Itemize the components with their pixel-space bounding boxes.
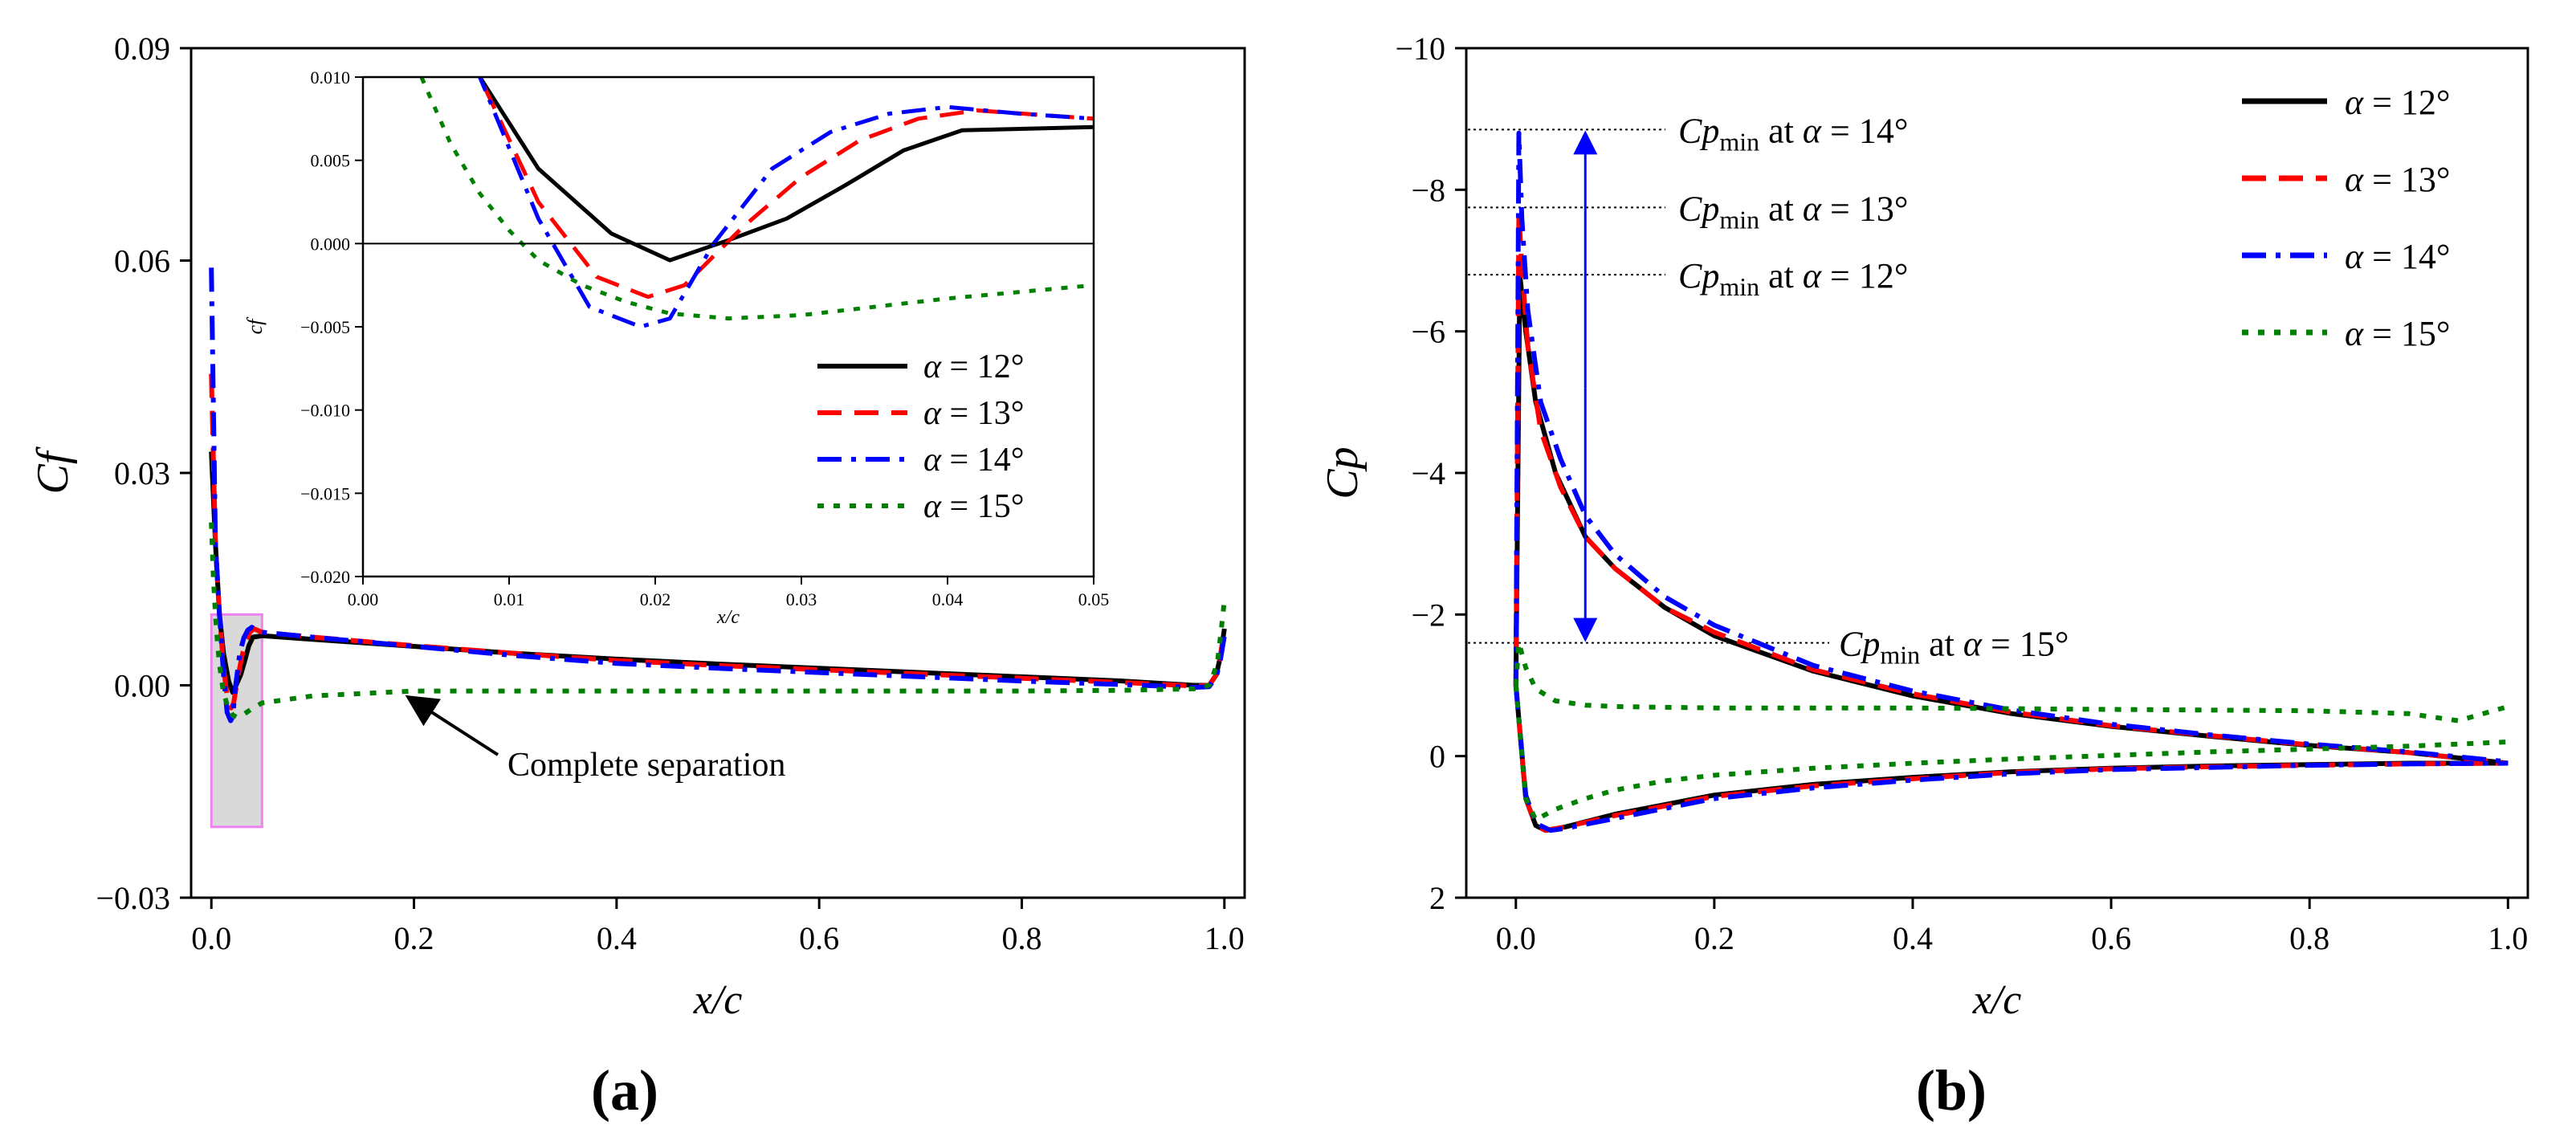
- cpmin-annotation: Cpmin at α = 15°: [1839, 625, 2069, 670]
- cpmin-annotation: Cpmin at α = 14°: [1678, 111, 1908, 156]
- x-tick-label: 0.6: [799, 920, 839, 956]
- cpmin-annotation: Cpmin at α = 12°: [1678, 256, 1908, 301]
- x-tick-label-b: 1.0: [2488, 920, 2528, 956]
- legend-label: α = 15°: [2345, 314, 2451, 353]
- inset-x-tick-label: 0.05: [1078, 589, 1110, 609]
- x-axis-label-b: x/c: [1972, 977, 2022, 1023]
- inset-y-tick-label: −0.010: [300, 401, 350, 421]
- y-tick-label-b: −8: [1411, 172, 1445, 208]
- x-tick-label: 0.2: [394, 920, 434, 956]
- cp-upper-14: [1513, 130, 2509, 764]
- panel-b: Cpmin at α = 14° Cpmin at α = 13° Cpmin at…: [1318, 31, 2529, 1023]
- inset-x-tick-label: 0.00: [348, 589, 379, 609]
- x-tick-label-b: 0.2: [1694, 920, 1734, 956]
- inset-y-tick-label: 0.000: [311, 234, 351, 254]
- x-tick-label: 0.4: [597, 920, 637, 956]
- inset-bg: [363, 77, 1094, 577]
- inset-x-axis-label: x/c: [716, 607, 740, 628]
- x-tick-label-b: 0.6: [2091, 920, 2131, 956]
- legend-label: α = 14°: [923, 442, 1025, 479]
- inset-y-tick-label: 0.010: [311, 67, 351, 88]
- inset-series-line-15: [419, 77, 1094, 321]
- inset-series-line-13: [477, 77, 1094, 299]
- inset-y-tick-label: −0.015: [300, 483, 350, 503]
- inset-x-tick-label: 0.01: [494, 589, 525, 609]
- inset-series-group: [419, 77, 1094, 329]
- inset-y-tick-label: −0.020: [300, 567, 350, 587]
- x-tick-label-b: 0.8: [2289, 920, 2329, 956]
- cp-lower-14: [1513, 685, 2509, 833]
- x-tick-label: 1.0: [1204, 920, 1245, 956]
- inset-x-tick-label: 0.03: [786, 589, 817, 609]
- cp-upper-15: [1513, 640, 2509, 723]
- y-axis-label: Cf: [28, 446, 78, 494]
- inset-x-tick-label: 0.02: [640, 589, 671, 609]
- inset-series-line-12: [477, 77, 1094, 263]
- legend-label: α = 13°: [923, 395, 1025, 432]
- inset-series-line-14: [477, 77, 1094, 329]
- series-line-15: [209, 522, 1227, 720]
- y-tick-label: 0.06: [114, 243, 170, 279]
- annotation-arrow: [405, 695, 499, 756]
- x-tick-label-b: 0.0: [1496, 920, 1536, 956]
- legend-label: α = 15°: [923, 488, 1025, 525]
- cp-upper-13: [1513, 208, 2509, 766]
- y-tick-label-b: 0: [1429, 739, 1445, 775]
- legend-label: α = 13°: [2345, 160, 2451, 199]
- panel-label-b: (b): [1916, 1058, 1987, 1123]
- inset-y-tick-label: 0.005: [311, 151, 351, 171]
- inset-x-tick-label: 0.04: [932, 589, 964, 609]
- x-tick-label: 0.8: [1001, 920, 1041, 956]
- series-line-13: [209, 373, 1227, 711]
- y-tick-label: −0.03: [96, 880, 170, 916]
- legend-label: α = 12°: [2345, 83, 2451, 122]
- inset-y-tick-label: −0.005: [300, 317, 350, 337]
- inset-y-axis-label: cf: [243, 316, 267, 335]
- legend-label: α = 12°: [923, 348, 1025, 385]
- y-tick-label-b: 2: [1429, 880, 1445, 916]
- y-tick-label: 0.00: [114, 668, 170, 704]
- x-tick-label-b: 0.4: [1893, 920, 1933, 956]
- x-tick-label: 0.0: [191, 920, 231, 956]
- cpmin-annotation: Cpmin at α = 13°: [1678, 189, 1908, 234]
- y-tick-label: 0.09: [114, 31, 170, 67]
- y-axis-label-b: Cp: [1318, 446, 1367, 499]
- y-tick-label-b: −4: [1411, 455, 1445, 491]
- zoom-highlight-box: [210, 613, 263, 829]
- cp-lower-15: [1513, 685, 2509, 822]
- cp-lower-13: [1513, 685, 2509, 833]
- y-tick-label: 0.03: [114, 455, 170, 491]
- series-line-14: [209, 267, 1227, 723]
- annotation-complete-separation: Complete separation: [507, 747, 785, 784]
- panel-a: 0.0 0.2 0.4 0.6 0.8 1.0 −0.03 0.00 0.03 0.06 0.09 x…: [28, 31, 1246, 1023]
- x-axis-label: x/c: [693, 977, 743, 1023]
- panel-a-inset: 0.00 0.01 0.02 0.03 0.04 0.05 −0.020 −0.015 −0.0…: [243, 67, 1110, 628]
- y-tick-label-b: −10: [1395, 31, 1445, 67]
- y-tick-label-b: −2: [1411, 597, 1445, 633]
- cp-lower-12: [1513, 685, 2509, 833]
- legend-label: α = 14°: [2345, 237, 2451, 276]
- y-tick-label-b: −6: [1411, 314, 1445, 350]
- panel-label-a: (a): [591, 1058, 658, 1123]
